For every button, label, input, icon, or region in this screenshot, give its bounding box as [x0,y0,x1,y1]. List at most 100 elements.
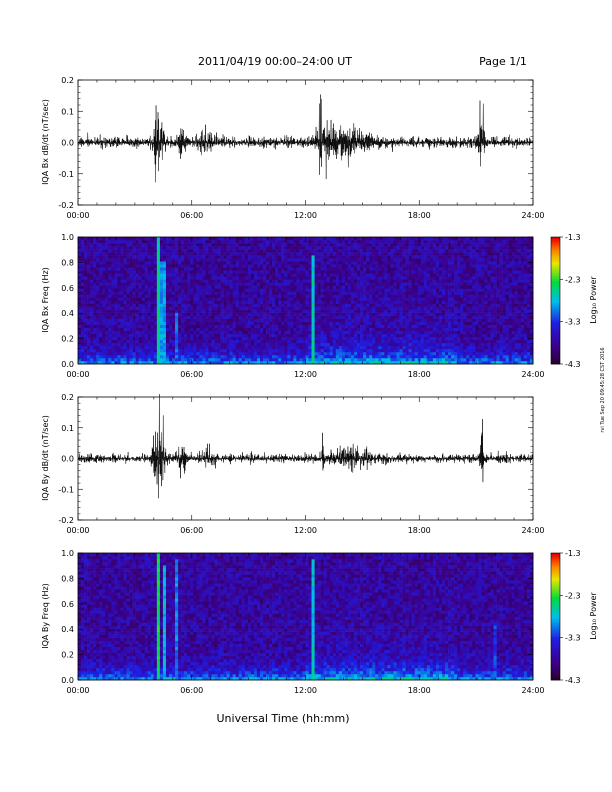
heatmap-cell [229,285,233,289]
heatmap-cell [138,330,142,335]
heatmap-cell [378,270,382,274]
heatmap-cell [372,246,376,250]
heatmap-cell [399,273,403,277]
heatmap-cell [287,300,291,304]
heatmap-cell [354,249,358,253]
heatmap-cell [405,252,409,256]
heatmap-cell [114,288,118,292]
heatmap-cell [135,273,139,277]
heatmap-cell [184,258,188,262]
heatmap-cell [165,285,170,289]
heatmap-cell [408,246,412,250]
heatmap-cell [417,333,422,338]
heatmap-cell [284,351,288,356]
heatmap-cell [141,360,146,365]
heatmap-cell [393,276,397,280]
heatmap-cell [396,279,400,283]
heatmap-cell [308,270,312,274]
heatmap-cell [114,270,118,274]
heatmap-cell [360,261,364,265]
heatmap-cell [351,348,355,353]
heatmap-cell [269,327,273,332]
heatmap-cell [402,237,406,241]
heatmap-cell [263,306,267,310]
heatmap-cell [172,306,176,310]
heatmap-cell [253,312,258,316]
heatmap-cell [299,357,303,362]
heatmap-cell [211,333,215,338]
heatmap-cell [250,333,255,338]
heatmap-cell [290,291,294,295]
heatmap-cell [87,306,91,310]
heatmap-cell [341,303,346,307]
heatmap-cell [114,273,118,277]
heatmap-cell [275,261,279,265]
heatmap-cell [387,297,391,301]
heatmap-cell [178,237,182,241]
heatmap-cell [220,246,224,250]
heatmap-cell [381,327,385,332]
heatmap-cell [244,282,249,286]
heatmap-cell [426,246,431,250]
heatmap-cell [390,354,394,359]
heatmap-cell [84,336,88,341]
heatmap-cell [238,246,243,250]
heatmap-cell [141,285,146,289]
heatmap-cell [232,336,237,341]
heatmap-cell [93,318,97,322]
heatmap-cell [317,333,321,338]
heatmap-cell [402,252,406,256]
heatmap-cell [314,267,318,271]
heatmap-cell [190,303,194,307]
heatmap-cell [411,273,415,277]
heatmap-cell [132,297,136,301]
heatmap-cell [296,300,300,304]
heatmap-cell [302,345,306,350]
heatmap-cell [360,279,364,283]
heatmap-cell [244,357,249,362]
heatmap-cell [314,240,318,244]
heatmap-cell [338,321,343,325]
heatmap-cell [420,267,425,271]
heatmap-cell [284,357,288,362]
heatmap-cell [329,252,334,256]
heatmap-cell [287,279,291,283]
heatmap-cell [417,306,422,310]
heatmap-cell [253,309,258,313]
heatmap-cell [205,312,209,316]
heatmap-cell [205,291,209,295]
heatmap-cell [384,342,388,347]
heatmap-cell [372,294,376,298]
heatmap-cell [256,342,261,347]
heatmap-cell [290,267,294,271]
heatmap-cell [190,339,194,344]
heatmap-cell [181,333,185,338]
heatmap-cell [159,288,164,292]
heatmap-cell [196,318,200,322]
heatmap-cell [381,342,385,347]
heatmap-cell [299,255,303,259]
heatmap-cell [423,354,428,359]
heatmap-cell [129,330,133,335]
heatmap-cell [135,270,139,274]
heatmap-cell [78,348,82,353]
heatmap-cell [329,309,334,313]
heatmap-cell [293,243,297,247]
heatmap-cell [220,237,224,241]
heatmap-cell [223,351,227,356]
heatmap-cell [159,309,164,313]
heatmap-cell [108,285,112,289]
heatmap-cell [341,261,346,265]
heatmap-cell [275,324,279,329]
heatmap-cell [357,318,361,322]
heatmap-cell [320,318,324,322]
heatmap-cell [332,282,337,286]
heatmap-cell [241,309,246,313]
heatmap-cell [111,336,115,341]
heatmap-cell [320,264,324,268]
heatmap-cell [335,327,340,332]
heatmap-cell [299,288,303,292]
heatmap-cell [360,327,364,332]
heatmap-cell [99,282,103,286]
